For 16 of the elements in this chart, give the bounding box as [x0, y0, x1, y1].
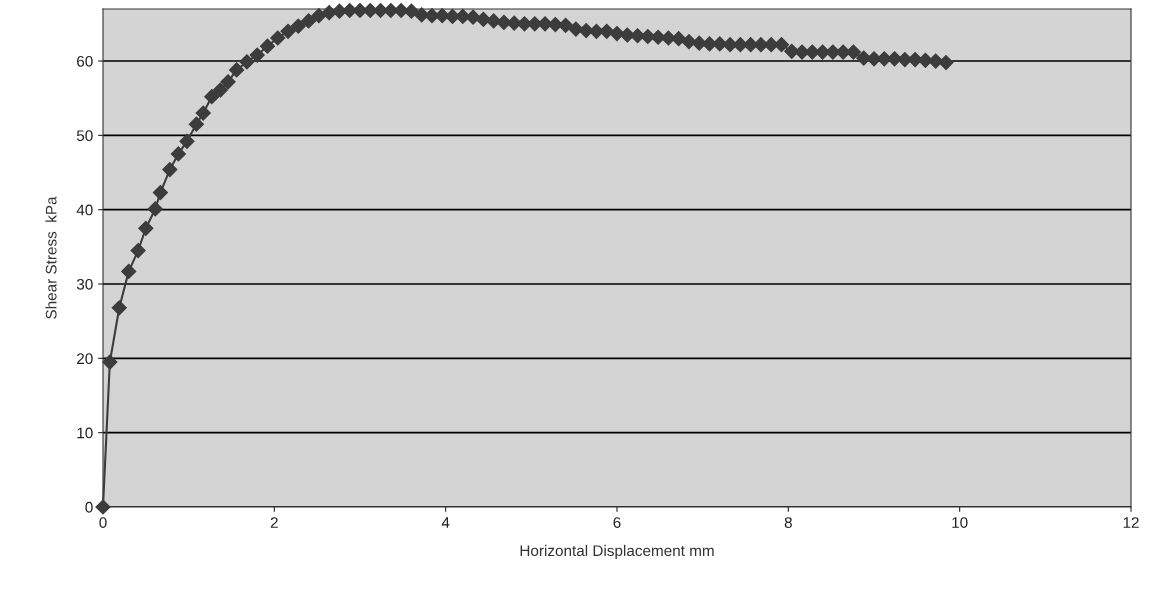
- x-tick-label: 0: [99, 517, 107, 528]
- y-tick-label: 40: [76, 204, 93, 216]
- x-tick-label: 12: [1123, 517, 1139, 528]
- y-tick-label: 50: [76, 130, 93, 142]
- y-axis-title: Shear Stress kPa: [45, 196, 57, 319]
- y-tick-label: 30: [76, 278, 93, 290]
- x-axis-title: Horizontal Displacement mm: [520, 544, 714, 560]
- x-tick-label: 4: [441, 517, 450, 528]
- x-tick-label: 8: [784, 517, 792, 528]
- x-tick-label: 10: [952, 517, 968, 528]
- x-tick-label: 2: [270, 517, 278, 528]
- y-tick-label: 60: [77, 55, 93, 67]
- y-tick-label: 10: [77, 427, 93, 439]
- y-tick-label: 20: [77, 353, 93, 365]
- x-tick-label: 6: [613, 517, 621, 528]
- y-tick-label: 0: [85, 501, 93, 513]
